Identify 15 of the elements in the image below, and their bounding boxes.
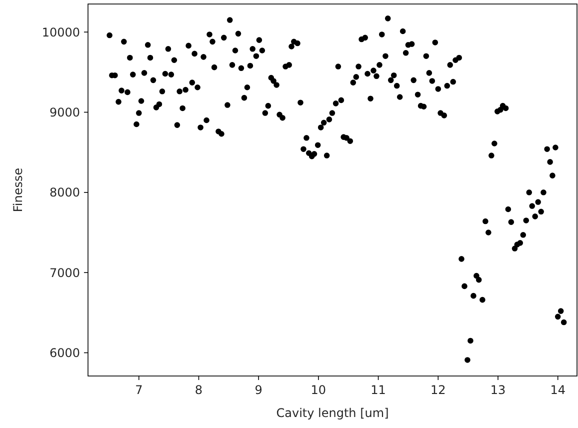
x-axis-title: Cavity length [um] <box>276 406 389 420</box>
y-tick-label: 10000 <box>42 25 80 40</box>
y-tick-label: 8000 <box>49 186 80 200</box>
y-tick-label: 9000 <box>49 105 80 120</box>
x-tick-label: 7 <box>135 383 143 397</box>
x-tick-label: 12 <box>430 383 446 397</box>
y-tick-label: 6000 <box>49 346 80 360</box>
x-tick-label: 8 <box>194 383 203 397</box>
x-tick-label: 10 <box>310 383 326 397</box>
x-tick-label: 14 <box>550 383 566 397</box>
x-tick-label: 11 <box>370 383 386 397</box>
y-axis-title: Finesse <box>11 168 25 212</box>
y-tick-label: 7000 <box>49 266 80 280</box>
x-tick-label: 13 <box>490 383 506 397</box>
x-tick-label: 9 <box>254 383 262 397</box>
